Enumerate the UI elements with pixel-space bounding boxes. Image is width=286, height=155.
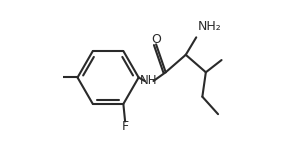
Text: O: O — [151, 33, 161, 46]
Text: NH: NH — [140, 75, 158, 87]
Text: NH₂: NH₂ — [198, 20, 222, 33]
Text: F: F — [122, 120, 129, 133]
